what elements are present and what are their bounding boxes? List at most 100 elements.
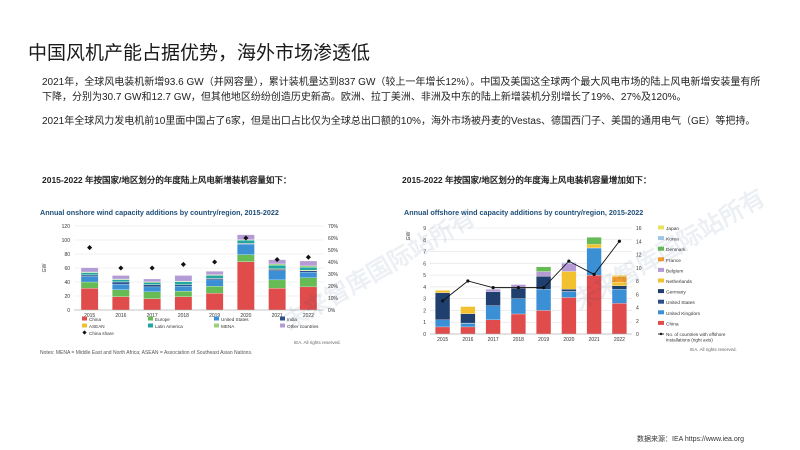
offshore-legend-swatch (658, 289, 664, 294)
onshore-bar-united-states (112, 283, 130, 290)
onshore-bar-united-states (80, 276, 99, 283)
offshore-legend-label: United States (666, 300, 695, 306)
offshore-legend-label: Denmark (666, 247, 686, 253)
onshore-legend-label: Other countries (287, 324, 319, 329)
onshore-ytick: 40 (64, 280, 70, 286)
offshore-ytick: 4 (423, 285, 426, 291)
offshore-bar-china (435, 326, 451, 335)
offshore-ytick: 3 (423, 297, 426, 303)
onshore-subtitle: 2015-2022 年按国家/地区划分的年度陆上风电新增装机容量如下： (42, 175, 292, 185)
onshore-bar-china (268, 288, 286, 311)
onshore-legend-label: India (287, 317, 297, 322)
offshore-bar-china (611, 303, 627, 335)
onshore-ytick: 80 (64, 252, 70, 258)
onshore-share-marker (305, 254, 311, 260)
onshore-bar-united-states (174, 286, 193, 292)
offshore-legend-swatch (658, 320, 664, 325)
onshore-bar-europe (268, 279, 286, 289)
offshore-chart: Annual offshore wind capacity additions … (400, 204, 775, 352)
offshore-bar-belgium (536, 271, 552, 277)
onshore-bar-europe (205, 286, 224, 294)
offshore-countries-point (516, 286, 520, 290)
offshore-subtitle: 2015-2022 年按国家/地区划分的年度海上风电装机容量增加如下： (402, 175, 652, 185)
onshore-bar-other-countries (112, 275, 130, 280)
onshore-bar-india (299, 270, 318, 273)
offshore-ytick: 0 (423, 332, 426, 338)
onshore-share-marker (180, 261, 186, 267)
onshore-chart-svg: 0 20 40 60 80 100 120 0% 10% 20% 30% 40% 50% 60% 70% GW… (42, 224, 339, 336)
onshore-legend-label: Europe (155, 317, 170, 322)
onshore-legend-swatch (82, 323, 87, 328)
offshore-legend-swatch (658, 299, 664, 304)
onshore-bar-united-states (237, 244, 255, 255)
offshore-bar-united-kingdom (510, 298, 526, 315)
onshore-bar-latin-america (299, 267, 318, 271)
onshore-bar-europe (174, 290, 193, 297)
data-source: 数据来源：IEA https://www.iea.org (637, 436, 744, 443)
offshore-ytick: 5 (423, 273, 426, 279)
offshore-y2tick: 2 (636, 319, 639, 325)
onshore-chart-title: Annual onshore wind capacity additions b… (40, 208, 279, 217)
onshore-y2tick: 10% (328, 296, 339, 302)
onshore-legend-swatch (148, 316, 153, 321)
offshore-bar-japan (611, 274, 627, 277)
offshore-countries-point (567, 259, 571, 263)
onshore-bar-europe (143, 291, 161, 299)
offshore-countries-point (542, 286, 546, 290)
offshore-xtick: 2018 (513, 337, 524, 343)
onshore-bar-china (143, 298, 161, 311)
offshore-bar-united-kingdom (460, 323, 476, 328)
offshore-legend-label: United Kingdom (666, 311, 700, 317)
onshore-ytick: 20 (64, 294, 70, 300)
offshore-chart-title: Annual offshore wind capacity additions … (404, 208, 644, 217)
onshore-bar-other-countries (174, 275, 193, 282)
offshore-legend-label: Belgium (666, 268, 683, 274)
offshore-bar-united-kingdom (611, 289, 627, 304)
onshore-bar-china (299, 286, 318, 311)
onshore-bar-europe (299, 277, 318, 288)
onshore-bar-mena (299, 265, 318, 268)
offshore-legend-swatch (658, 236, 664, 241)
onshore-bar-latin-america (205, 275, 224, 279)
onshore-bar-india (80, 274, 99, 277)
offshore-bar-china (460, 326, 476, 335)
offshore-bar-belgium (561, 263, 577, 272)
onshore-xtick: 2017 (147, 313, 158, 319)
onshore-bar-united-states (205, 279, 224, 287)
intro-paragraph: 2021年，全球风电装机新增93.6 GW（并网容量），累计装机量达到837 G… (42, 77, 761, 103)
onshore-ytick: 0 (67, 308, 70, 314)
onshore-legend-label: China (89, 317, 101, 322)
offshore-ytick: 9 (423, 226, 426, 232)
onshore-bar-latin-america (174, 281, 193, 285)
onshore-bar-latin-america (237, 240, 255, 244)
onshore-legend-label: MENA (221, 324, 235, 329)
offshore-countries-point (491, 286, 495, 290)
onshore-bar-united-states (143, 286, 161, 292)
onshore-bar-mena (268, 263, 286, 266)
offshore-bar-netherlands (586, 244, 602, 249)
offshore-credit: IEA. All rights reserved. (690, 347, 737, 352)
offshore-y2tick: 8 (636, 279, 639, 285)
onshore-ytick: 60 (64, 266, 70, 272)
onshore-bar-europe (80, 281, 99, 289)
onshore-share-marker (118, 265, 124, 271)
onshore-credit: IEA. All rights reserved. (294, 340, 341, 345)
onshore-xtick: 2022 (303, 313, 314, 319)
offshore-y2tick: 16 (636, 226, 642, 232)
offshore-legend-label: Japan (666, 226, 679, 232)
onshore-legend-swatch (280, 323, 285, 328)
export-paragraph: 2021年全球风力发电机前10里面中国占了6家，但是出口占比仅为全球总出口额的1… (42, 116, 756, 127)
offshore-legend-swatch (658, 267, 664, 272)
offshore-legend-label: No. of countries with offshore (666, 332, 726, 337)
onshore-bar-other-countries (299, 260, 318, 267)
offshore-bar-united-kingdom (536, 289, 552, 311)
onshore-xtick: 2020 (240, 313, 251, 319)
offshore-bar-netherlands (611, 282, 627, 286)
offshore-legend-swatch (658, 246, 664, 251)
onshore-bar-india (268, 269, 286, 271)
offshore-ytick: 1 (423, 320, 426, 326)
onshore-share-marker (149, 265, 155, 271)
onshore-bar-europe (112, 289, 130, 297)
onshore-legend-label: China share (89, 331, 114, 336)
onshore-xtick: 2019 (209, 313, 220, 319)
